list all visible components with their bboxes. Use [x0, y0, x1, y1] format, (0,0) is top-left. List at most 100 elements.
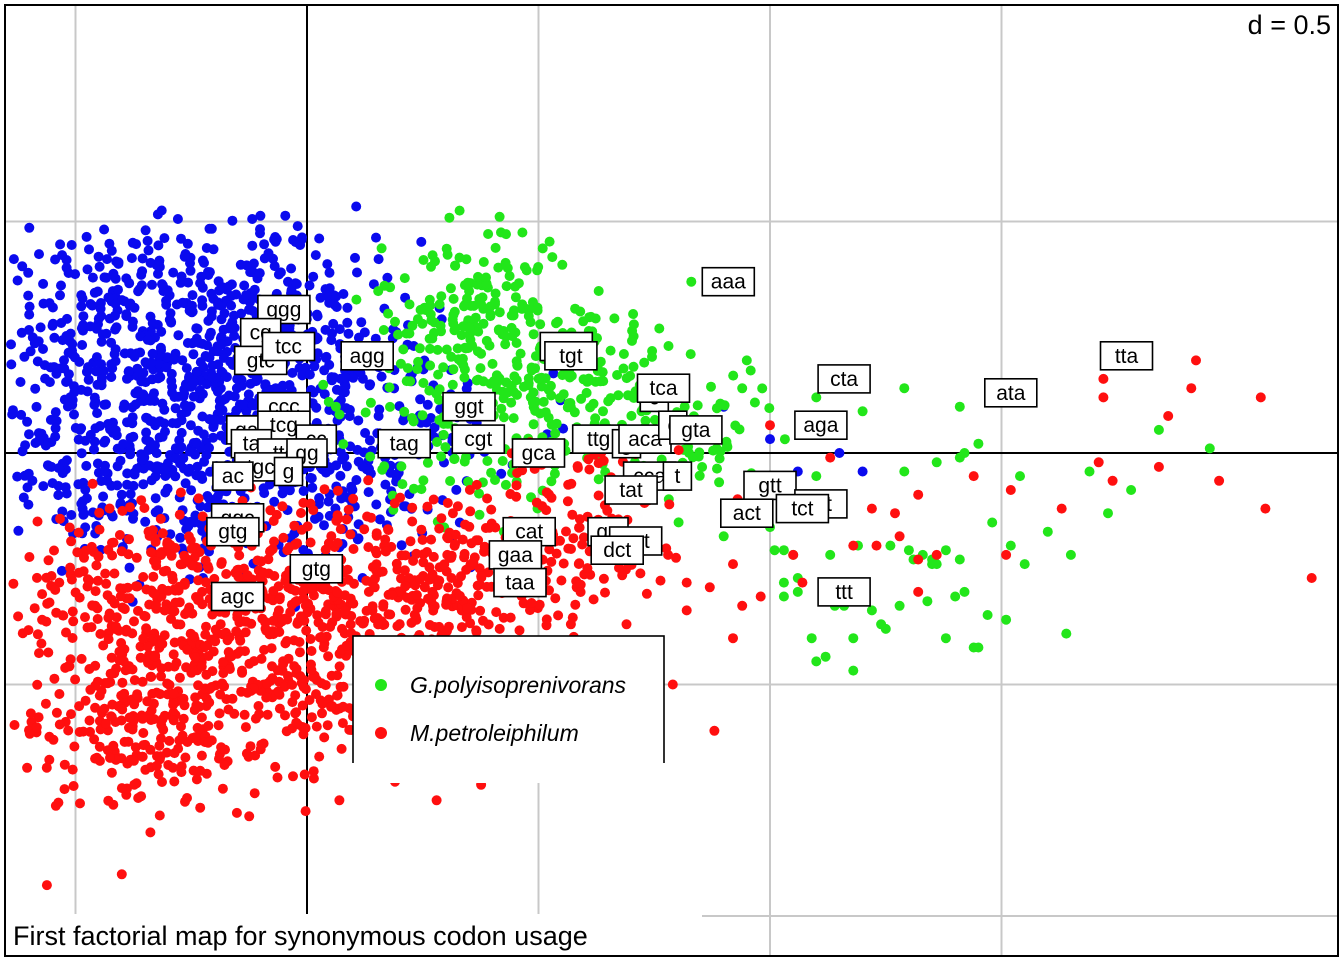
data-point: [54, 719, 65, 730]
data-point: [249, 788, 260, 799]
data-point: [140, 225, 151, 236]
data-point: [449, 454, 460, 465]
data-point: [174, 581, 185, 592]
data-point: [667, 679, 678, 690]
data-point: [314, 751, 325, 762]
data-point: [304, 695, 315, 705]
data-point: [305, 537, 316, 548]
data-point: [435, 320, 446, 331]
data-point: [153, 358, 164, 369]
data-point: [614, 562, 624, 573]
data-point: [320, 680, 331, 691]
codon-label-box: [340, 340, 395, 371]
data-point: [151, 760, 162, 771]
data-point: [161, 362, 172, 373]
data-point: [461, 383, 472, 394]
data-point: [408, 483, 419, 494]
data-point: [81, 231, 92, 242]
data-point: [692, 400, 703, 411]
codon-label-box: [544, 340, 598, 371]
data-point: [341, 514, 352, 525]
data-point: [446, 550, 457, 561]
data-point: [913, 554, 924, 565]
data-point: [474, 488, 484, 499]
data-point: [588, 398, 599, 409]
data-point: [201, 379, 212, 390]
data-point: [216, 339, 227, 350]
data-point: [894, 600, 905, 611]
data-point: [203, 651, 214, 661]
data-point: [426, 261, 436, 272]
data-point: [1019, 559, 1030, 570]
codon-label-box: [210, 581, 265, 612]
data-point: [306, 646, 317, 656]
data-point: [280, 210, 291, 221]
data-point: [551, 548, 562, 559]
data-point: [412, 314, 423, 325]
data-point: [582, 563, 593, 574]
data-point: [74, 701, 85, 712]
data-point: [518, 598, 529, 609]
data-point: [473, 590, 484, 601]
data-point: [129, 675, 140, 686]
data-point: [153, 268, 163, 279]
data-point: [749, 397, 760, 408]
data-point: [442, 498, 453, 508]
data-point: [447, 314, 458, 325]
data-point: [197, 255, 208, 266]
data-point: [101, 578, 112, 589]
data-point: [728, 633, 738, 644]
data-point: [373, 286, 384, 297]
data-point: [954, 554, 965, 565]
data-point: [627, 325, 638, 336]
codon-label-text: gaa: [498, 544, 533, 567]
data-point: [98, 640, 109, 651]
data-point: [848, 665, 859, 676]
data-point: [1163, 411, 1174, 421]
data-point: [193, 575, 204, 586]
data-point: [595, 356, 606, 367]
data-point: [478, 318, 489, 329]
data-point: [215, 619, 226, 630]
data-point: [871, 540, 882, 551]
data-point: [484, 522, 495, 533]
data-point: [180, 400, 191, 411]
data-point: [131, 552, 142, 563]
data-point: [120, 665, 131, 676]
data-point: [130, 742, 141, 753]
data-point: [487, 358, 498, 369]
data-point: [1126, 485, 1137, 495]
data-point: [92, 408, 103, 419]
data-point: [146, 547, 156, 558]
data-point: [663, 549, 674, 560]
data-point: [59, 759, 70, 770]
data-point: [718, 531, 729, 542]
data-point: [464, 322, 475, 333]
data-point: [136, 376, 147, 387]
data-point: [476, 348, 487, 359]
data-point: [558, 558, 569, 569]
data-point: [158, 724, 169, 735]
data-point: [159, 404, 170, 415]
data-point: [44, 298, 55, 309]
data-point: [32, 516, 43, 527]
data-point: [175, 532, 186, 543]
data-point: [103, 292, 114, 303]
scale-label: d = 0.5: [1248, 10, 1331, 40]
data-point: [511, 480, 522, 491]
data-point: [345, 529, 356, 540]
data-point: [473, 374, 484, 385]
data-point: [182, 554, 193, 565]
codon-label-text: cat: [515, 521, 543, 544]
data-point: [304, 280, 315, 291]
data-point: [482, 456, 493, 466]
data-point: [154, 416, 165, 427]
data-point: [1001, 549, 1012, 560]
data-point: [316, 631, 327, 642]
data-point: [343, 504, 354, 515]
data-point: [304, 369, 315, 380]
data-point: [1186, 383, 1197, 394]
data-point: [379, 461, 390, 472]
data-point: [91, 560, 102, 571]
data-point: [308, 766, 319, 777]
